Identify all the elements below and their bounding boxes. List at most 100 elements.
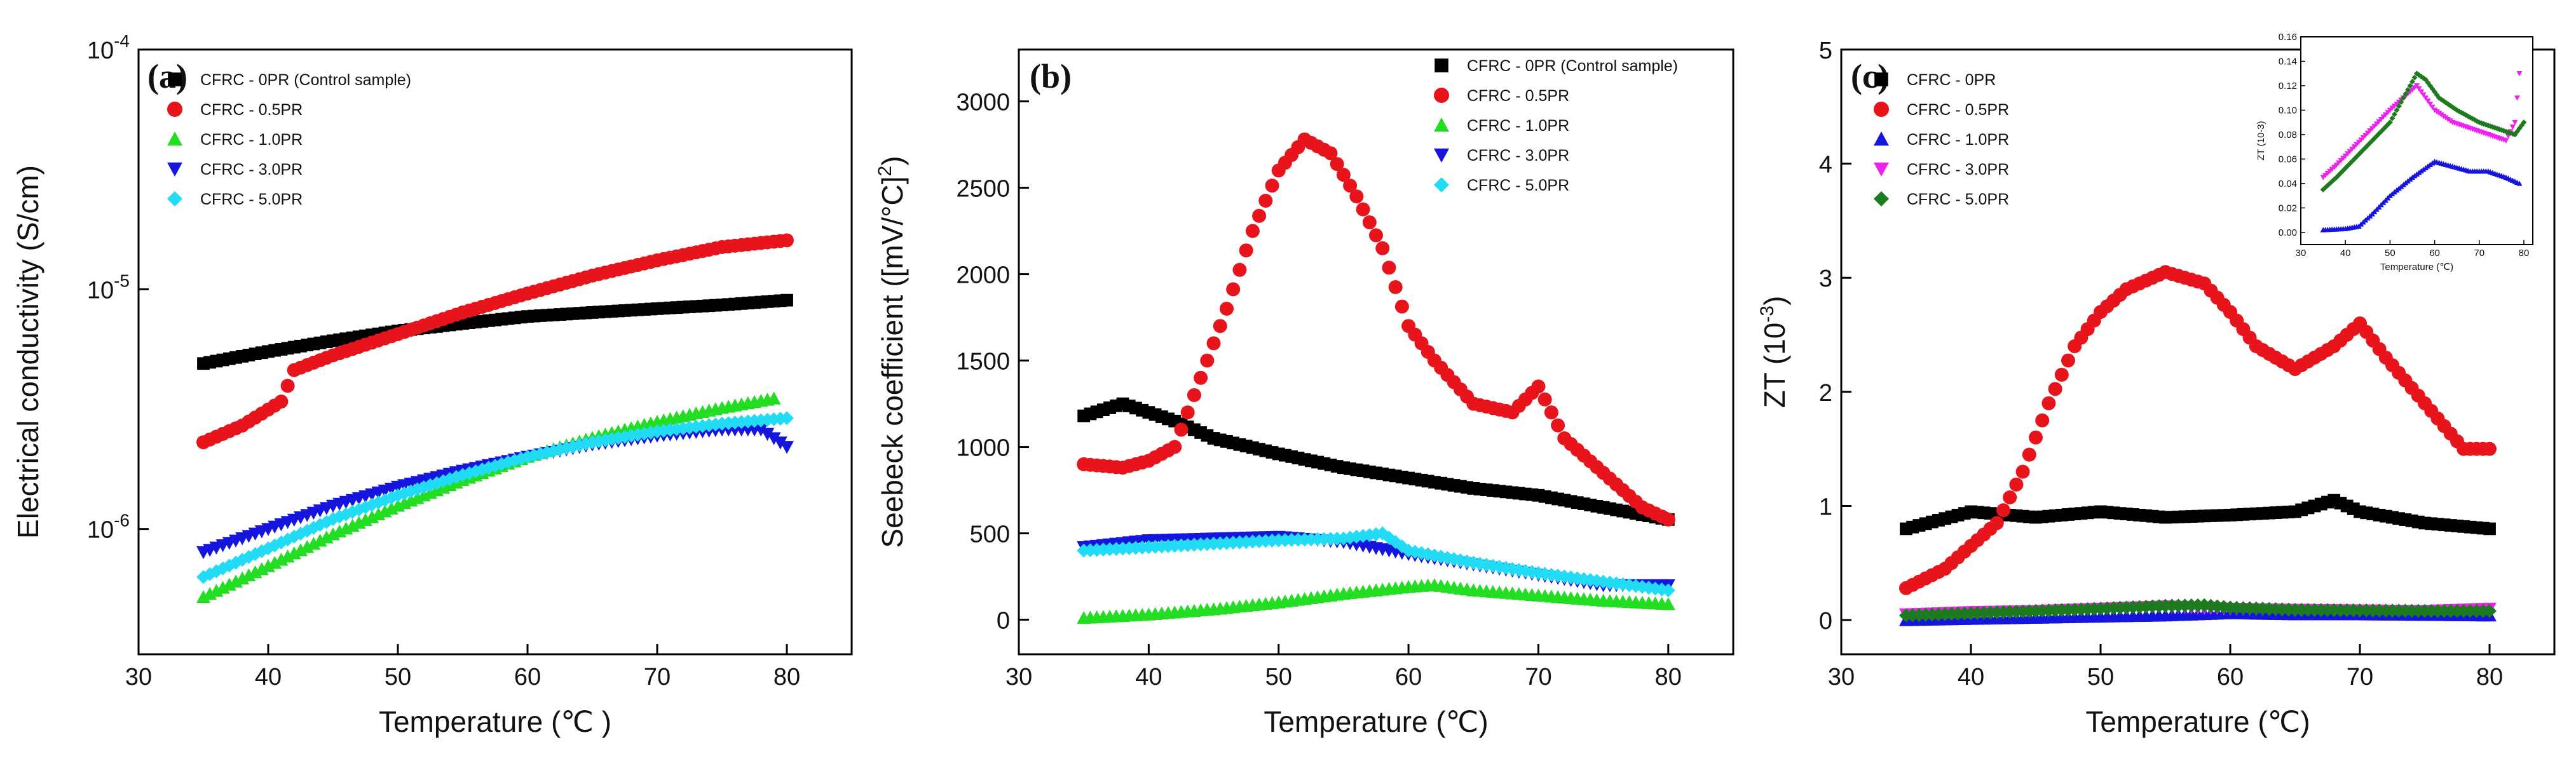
- panel-a-data-marks: [196, 233, 794, 603]
- legend-label: CFRC - 1.0PR: [1907, 131, 2009, 149]
- y-tick-label: 5: [1819, 37, 1832, 64]
- inset-data-point: [2411, 74, 2418, 81]
- panel-c-axis-ticks: 30 40 50 60 70 80 0 1 2 3 4 5: [1819, 37, 2503, 691]
- panel-b-tag: (b): [1030, 57, 1072, 95]
- data-point: [1265, 179, 1279, 193]
- data-point: [2029, 430, 2043, 445]
- y-tick-label: 3: [1819, 266, 1832, 292]
- data-point: [1369, 228, 1383, 243]
- data-point: [1661, 512, 1675, 527]
- y-tick-label: 1500: [956, 349, 1010, 375]
- data-point: [1206, 336, 1221, 351]
- inset-y-axis-title: ZT (10-3): [2256, 121, 2266, 160]
- legend-label: CFRC - 0.5PR: [1467, 87, 1569, 105]
- legend-label: CFRC - 0.5PR: [200, 101, 303, 119]
- inset-data-point: [2420, 92, 2427, 98]
- data-point: [1531, 379, 1546, 394]
- data-point: [1537, 392, 1552, 407]
- inset-data-point: [2389, 115, 2395, 121]
- y-tick-label: 2500: [956, 176, 1010, 203]
- inset-data-point: [2404, 86, 2411, 93]
- data-point: [1323, 146, 1338, 161]
- inset-data-point: [2425, 98, 2431, 104]
- data-point: [1194, 370, 1208, 385]
- panel-b-data-marks: [1077, 132, 1675, 624]
- inset-x-tick-label: 80: [2519, 248, 2530, 259]
- inset-data-point: [2418, 89, 2425, 95]
- x-tick-label: 30: [1828, 664, 1855, 691]
- panel-c-y-axis-title: ZT (10-3): [1757, 296, 1791, 408]
- panel-b-y-axis-title-sup: 2: [875, 166, 896, 177]
- panel-c-data-marks: [1899, 265, 2497, 626]
- inset-y-tick-label: 0.12: [2279, 81, 2297, 91]
- x-tick-label: 60: [514, 664, 541, 691]
- legend-marker: [1434, 118, 1449, 132]
- legend-label: CFRC - 0PR (Control sample): [1467, 57, 1678, 75]
- inset-y-tick-label: 0.06: [2279, 154, 2297, 165]
- legend-label: CFRC - 3.0PR: [1467, 147, 1569, 165]
- x-tick-label: 80: [773, 664, 800, 691]
- inset-data-point: [2398, 99, 2404, 105]
- data-point: [1232, 262, 1247, 277]
- legend-marker: [167, 102, 182, 117]
- panel-b-plot-frame: [1018, 48, 1734, 656]
- y-tick-label: 10-6: [87, 511, 130, 544]
- inset-y-tick-label: 0.00: [2279, 227, 2297, 238]
- data-point: [754, 423, 768, 437]
- inset-data-point: [2402, 91, 2409, 97]
- panel-c-y-axis-title-tail: ): [1758, 296, 1791, 306]
- panel-c-y-axis-title-sup: -3: [1757, 306, 1778, 323]
- legend-marker: [1434, 148, 1449, 163]
- data-point: [2041, 396, 2056, 410]
- data-point: [1356, 202, 1370, 217]
- legend-marker: [167, 191, 182, 206]
- data-point: [1349, 189, 1364, 204]
- data-point: [1200, 353, 1215, 368]
- inset-x-tick-label: 30: [2296, 248, 2307, 259]
- panel-c-inset-chart: 30 40 50 60 70 80 0.00 0.02 0.04 0.06 0.08 0.10 0.12…: [2256, 32, 2533, 273]
- inset-y-tick-label: 0.14: [2279, 56, 2297, 67]
- data-point: [1394, 299, 1409, 314]
- data-point: [1388, 280, 1403, 294]
- inset-data-point: [2509, 125, 2516, 130]
- inset-x-tick-label: 50: [2385, 248, 2395, 259]
- data-point: [1362, 215, 1377, 229]
- x-tick-label: 30: [1005, 664, 1032, 691]
- inset-y-tick-label: 0.08: [2279, 130, 2297, 140]
- panel-b-y-axis-title-main: Seebeck coefficient ([mV/°C]: [876, 176, 909, 548]
- legend-label: CFRC - 1.0PR: [200, 131, 303, 149]
- data-point: [2048, 382, 2062, 396]
- legend-marker: [167, 162, 182, 177]
- data-point: [274, 394, 289, 409]
- inset-data-point: [2427, 101, 2434, 107]
- data-point: [643, 425, 658, 440]
- inset-x-tick-label: 60: [2429, 248, 2440, 259]
- inset-data-point: [2416, 86, 2422, 92]
- inset-data-point: [2503, 138, 2509, 144]
- legend-label: CFRC - 0.5PR: [1907, 101, 2009, 119]
- data-point: [1661, 583, 1675, 598]
- inset-data-point: [2429, 104, 2436, 111]
- inset-data-point: [2521, 119, 2527, 126]
- data-point: [2035, 413, 2050, 428]
- data-point: [2054, 367, 2069, 382]
- panel-b-axis-ticks: 30 40 50 60 70 80 0 500 1000 1500 2000 2500 3000: [956, 90, 1682, 691]
- inset-y-tick-label: 0.16: [2279, 32, 2297, 43]
- panel-b-chart: 30 40 50 60 70 80 0 500 1000 1500 2000 2500 3000 (b)…: [875, 48, 1734, 738]
- legend-label: CFRC - 5.0PR: [200, 191, 303, 208]
- data-point: [2003, 490, 2017, 505]
- panel-c-x-axis-title: Temperature (℃): [2085, 705, 2310, 738]
- x-tick-label: 80: [2476, 664, 2503, 691]
- inset-data-point: [2516, 180, 2523, 186]
- legend-label: CFRC - 0PR (Control sample): [200, 71, 411, 89]
- data-point: [2022, 447, 2036, 462]
- data-point: [1168, 440, 1182, 454]
- data-point: [1258, 194, 1273, 208]
- y-tick-label: 2: [1819, 380, 1832, 407]
- panel-c-plot-frame: [1840, 48, 2556, 656]
- data-point: [1996, 503, 2010, 518]
- panel-b-y-axis-title: Seebeck coefficient ([mV/°C]2): [875, 156, 909, 548]
- data-point: [2483, 603, 2497, 618]
